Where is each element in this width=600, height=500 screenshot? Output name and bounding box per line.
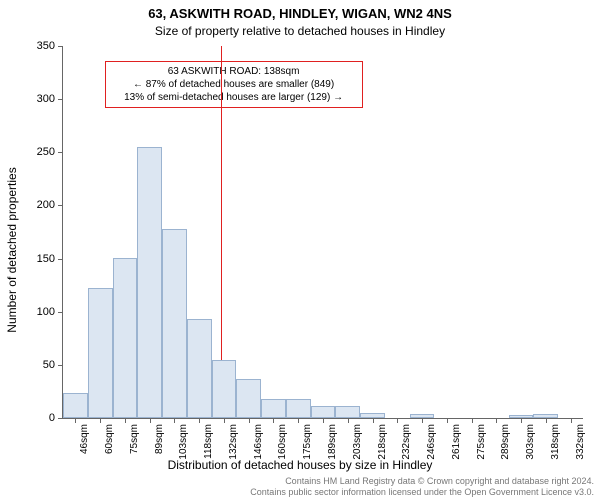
y-axis-title: Number of detached properties <box>5 85 19 250</box>
x-tick-label: 132sqm <box>228 424 239 460</box>
x-tick-label: 232sqm <box>401 424 412 460</box>
x-tick-label: 203sqm <box>352 424 363 460</box>
y-tick-label: 300 <box>37 93 63 105</box>
annotation-line: 13% of semi-detached houses are larger (… <box>112 91 356 104</box>
histogram-bar <box>236 379 261 418</box>
plot-area: 63 ASKWITH ROAD: 138sqm← 87% of detached… <box>62 46 583 419</box>
histogram-bar <box>187 319 212 418</box>
x-tick-label: 146sqm <box>253 424 264 460</box>
histogram-bar <box>286 399 311 418</box>
x-tick-label: 275sqm <box>476 424 487 460</box>
histogram-bar <box>137 147 162 418</box>
x-tick-label: 246sqm <box>426 424 437 460</box>
x-tick-label: 332sqm <box>575 424 586 460</box>
chart-title-main: 63, ASKWITH ROAD, HINDLEY, WIGAN, WN2 4N… <box>0 6 600 21</box>
x-tick-label: 303sqm <box>525 424 536 460</box>
x-tick <box>472 418 473 423</box>
y-tick-label: 0 <box>49 412 63 424</box>
histogram-bar <box>63 393 88 419</box>
x-tick-label: 261sqm <box>451 424 462 460</box>
x-tick-label: 318sqm <box>550 424 561 460</box>
x-tick <box>224 418 225 423</box>
x-tick <box>422 418 423 423</box>
x-tick <box>174 418 175 423</box>
x-tick-label: 175sqm <box>302 424 313 460</box>
x-tick-label: 189sqm <box>327 424 338 460</box>
annotation-box: 63 ASKWITH ROAD: 138sqm← 87% of detached… <box>105 61 363 108</box>
x-tick <box>397 418 398 423</box>
annotation-line: 63 ASKWITH ROAD: 138sqm <box>112 65 356 78</box>
histogram-bar <box>335 406 360 418</box>
y-tick-label: 200 <box>37 199 63 211</box>
x-tick-label: 103sqm <box>178 424 189 460</box>
y-tick-label: 350 <box>37 40 63 52</box>
footer-attribution: Contains HM Land Registry data © Crown c… <box>0 476 594 498</box>
y-tick-label: 100 <box>37 306 63 318</box>
x-tick <box>521 418 522 423</box>
x-tick <box>348 418 349 423</box>
x-tick <box>199 418 200 423</box>
x-tick <box>298 418 299 423</box>
footer-line-2: Contains public sector information licen… <box>0 487 594 498</box>
x-tick <box>249 418 250 423</box>
x-axis-title: Distribution of detached houses by size … <box>0 458 600 472</box>
x-tick <box>323 418 324 423</box>
x-tick <box>373 418 374 423</box>
x-tick <box>150 418 151 423</box>
x-tick-label: 118sqm <box>203 424 214 459</box>
y-tick-label: 50 <box>43 359 63 371</box>
x-tick <box>273 418 274 423</box>
y-tick-label: 250 <box>37 146 63 158</box>
histogram-bar <box>113 258 138 418</box>
histogram-bar <box>212 360 237 418</box>
x-tick-label: 75sqm <box>129 424 140 454</box>
histogram-bar <box>261 399 286 418</box>
x-tick <box>496 418 497 423</box>
x-tick-label: 289sqm <box>500 424 511 460</box>
histogram-bar <box>162 229 187 418</box>
histogram-bar <box>88 288 113 418</box>
x-tick-label: 160sqm <box>277 424 288 460</box>
histogram-bar <box>311 406 336 418</box>
x-tick <box>125 418 126 423</box>
x-tick <box>75 418 76 423</box>
chart-title-sub: Size of property relative to detached ho… <box>0 24 600 38</box>
x-tick <box>447 418 448 423</box>
x-tick <box>546 418 547 423</box>
x-tick <box>100 418 101 423</box>
x-tick-label: 218sqm <box>377 424 388 460</box>
y-tick-label: 150 <box>37 253 63 265</box>
x-tick <box>571 418 572 423</box>
x-tick-label: 46sqm <box>79 424 90 454</box>
footer-line-1: Contains HM Land Registry data © Crown c… <box>0 476 594 487</box>
x-tick-label: 89sqm <box>154 424 165 454</box>
chart-container: 63, ASKWITH ROAD, HINDLEY, WIGAN, WN2 4N… <box>0 0 600 500</box>
x-tick-label: 60sqm <box>104 424 115 454</box>
annotation-line: ← 87% of detached houses are smaller (84… <box>112 78 356 91</box>
